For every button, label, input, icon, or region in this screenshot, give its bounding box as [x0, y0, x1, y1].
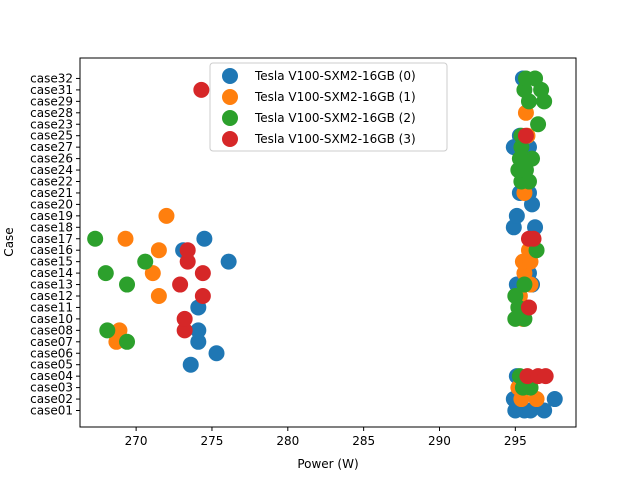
y-tick-label: case02 [30, 392, 73, 406]
data-point-series-1 [111, 322, 128, 339]
data-point-series-0 [220, 253, 237, 270]
legend-label-2: Tesla V100-SXM2-16GB (2) [254, 111, 416, 125]
data-point-series-2 [87, 230, 104, 247]
data-point-series-2 [119, 276, 136, 293]
y-tick-label: case16 [30, 243, 73, 257]
data-point-series-3 [537, 368, 554, 385]
data-point-series-3 [179, 253, 196, 270]
legend-label-3: Tesla V100-SXM2-16GB (3) [254, 132, 416, 146]
y-tick-label: case18 [30, 220, 73, 234]
data-point-series-3 [194, 288, 211, 304]
y-tick-label: case27 [30, 140, 73, 154]
x-tick-label: 290 [428, 434, 451, 448]
y-tick-label: case19 [30, 209, 73, 223]
y-axis: case01case02case03case04case05case06case… [30, 71, 80, 418]
y-tick-label: case10 [30, 312, 73, 326]
data-point-series-0 [208, 345, 225, 362]
data-point-series-1 [150, 242, 167, 259]
y-tick-label: case11 [30, 300, 73, 314]
data-point-series-0 [546, 391, 563, 408]
legend-label-1: Tesla V100-SXM2-16GB (1) [254, 90, 416, 104]
y-tick-label: case28 [30, 106, 73, 120]
data-point-series-2 [516, 276, 533, 293]
legend-marker-0 [222, 68, 238, 84]
plot-frame [79, 57, 577, 428]
legend: Tesla V100-SXM2-16GB (0) Tesla V100-SXM2-… [209, 62, 448, 152]
data-point-series-1 [117, 230, 134, 247]
y-tick-label: case08 [30, 323, 73, 337]
x-tick-label: 280 [276, 434, 299, 448]
x-tick-label: 285 [352, 434, 375, 448]
x-axis: 270 275 280 285 290 295 [125, 427, 527, 448]
legend-box [209, 62, 448, 152]
data-point-series-0 [536, 402, 553, 419]
x-tick-label: 270 [125, 434, 148, 448]
data-point-series-1 [150, 288, 167, 304]
data-point-series-0 [182, 356, 199, 373]
data-point-series-0 [196, 230, 213, 247]
y-tick-label: case06 [30, 346, 73, 360]
y-tick-label: case13 [30, 278, 73, 292]
data-point-series-3 [520, 299, 537, 316]
data-point-series-3 [525, 230, 542, 247]
y-tick-label: case01 [30, 404, 73, 418]
data-point-series-3 [193, 81, 210, 98]
data-point-series-2 [527, 70, 544, 87]
y-tick-label: case03 [30, 381, 73, 395]
y-tick-label: case04 [30, 369, 73, 383]
data-point-series-2 [119, 333, 136, 350]
data-point-series-3 [194, 265, 211, 282]
y-tick-label: case31 [30, 83, 73, 97]
y-tick-label: case17 [30, 232, 73, 246]
data-point-series-3 [172, 276, 189, 293]
data-point-series-0 [190, 322, 207, 339]
y-tick-label: case21 [30, 186, 73, 200]
data-point-series-1 [158, 207, 175, 224]
y-tick-label: case22 [30, 175, 73, 189]
data-point-series-3 [176, 322, 193, 339]
data-point-series-3 [176, 310, 193, 327]
data-point-series-0 [190, 333, 207, 350]
x-axis-label: Power (W) [297, 457, 358, 471]
legend-label-0: Tesla V100-SXM2-16GB (0) [254, 69, 416, 83]
legend-marker-1 [222, 89, 238, 105]
data-point-series-2 [97, 265, 114, 282]
data-point-series-1 [144, 265, 161, 282]
data-point-series-3 [517, 127, 534, 144]
x-tick-label: 275 [201, 434, 224, 448]
y-tick-label: case25 [30, 129, 73, 143]
y-tick-label: case24 [30, 163, 73, 177]
y-tick-label: case14 [30, 266, 73, 280]
data-point-series-2 [530, 116, 547, 133]
y-tick-label: case29 [30, 94, 73, 108]
y-axis-label: Case [2, 227, 16, 256]
legend-marker-2 [222, 110, 238, 126]
y-tick-label: case20 [30, 197, 73, 211]
data-point-series-2 [99, 322, 116, 339]
y-tick-label: case23 [30, 117, 73, 131]
legend-marker-3 [222, 131, 238, 147]
x-tick-label: 295 [504, 434, 527, 448]
y-tick-label: case32 [30, 71, 73, 85]
data-point-series-0 [508, 207, 525, 224]
y-tick-label: case05 [30, 358, 73, 372]
data-point-series-2 [137, 253, 154, 270]
y-tick-label: case15 [30, 255, 73, 269]
y-tick-label: case26 [30, 152, 73, 166]
data-point-series-2 [507, 288, 524, 304]
y-tick-label: case07 [30, 335, 73, 349]
data-point-series-2 [524, 150, 541, 167]
points-layer [87, 70, 563, 419]
y-tick-label: case12 [30, 289, 73, 303]
data-point-series-3 [179, 242, 196, 259]
